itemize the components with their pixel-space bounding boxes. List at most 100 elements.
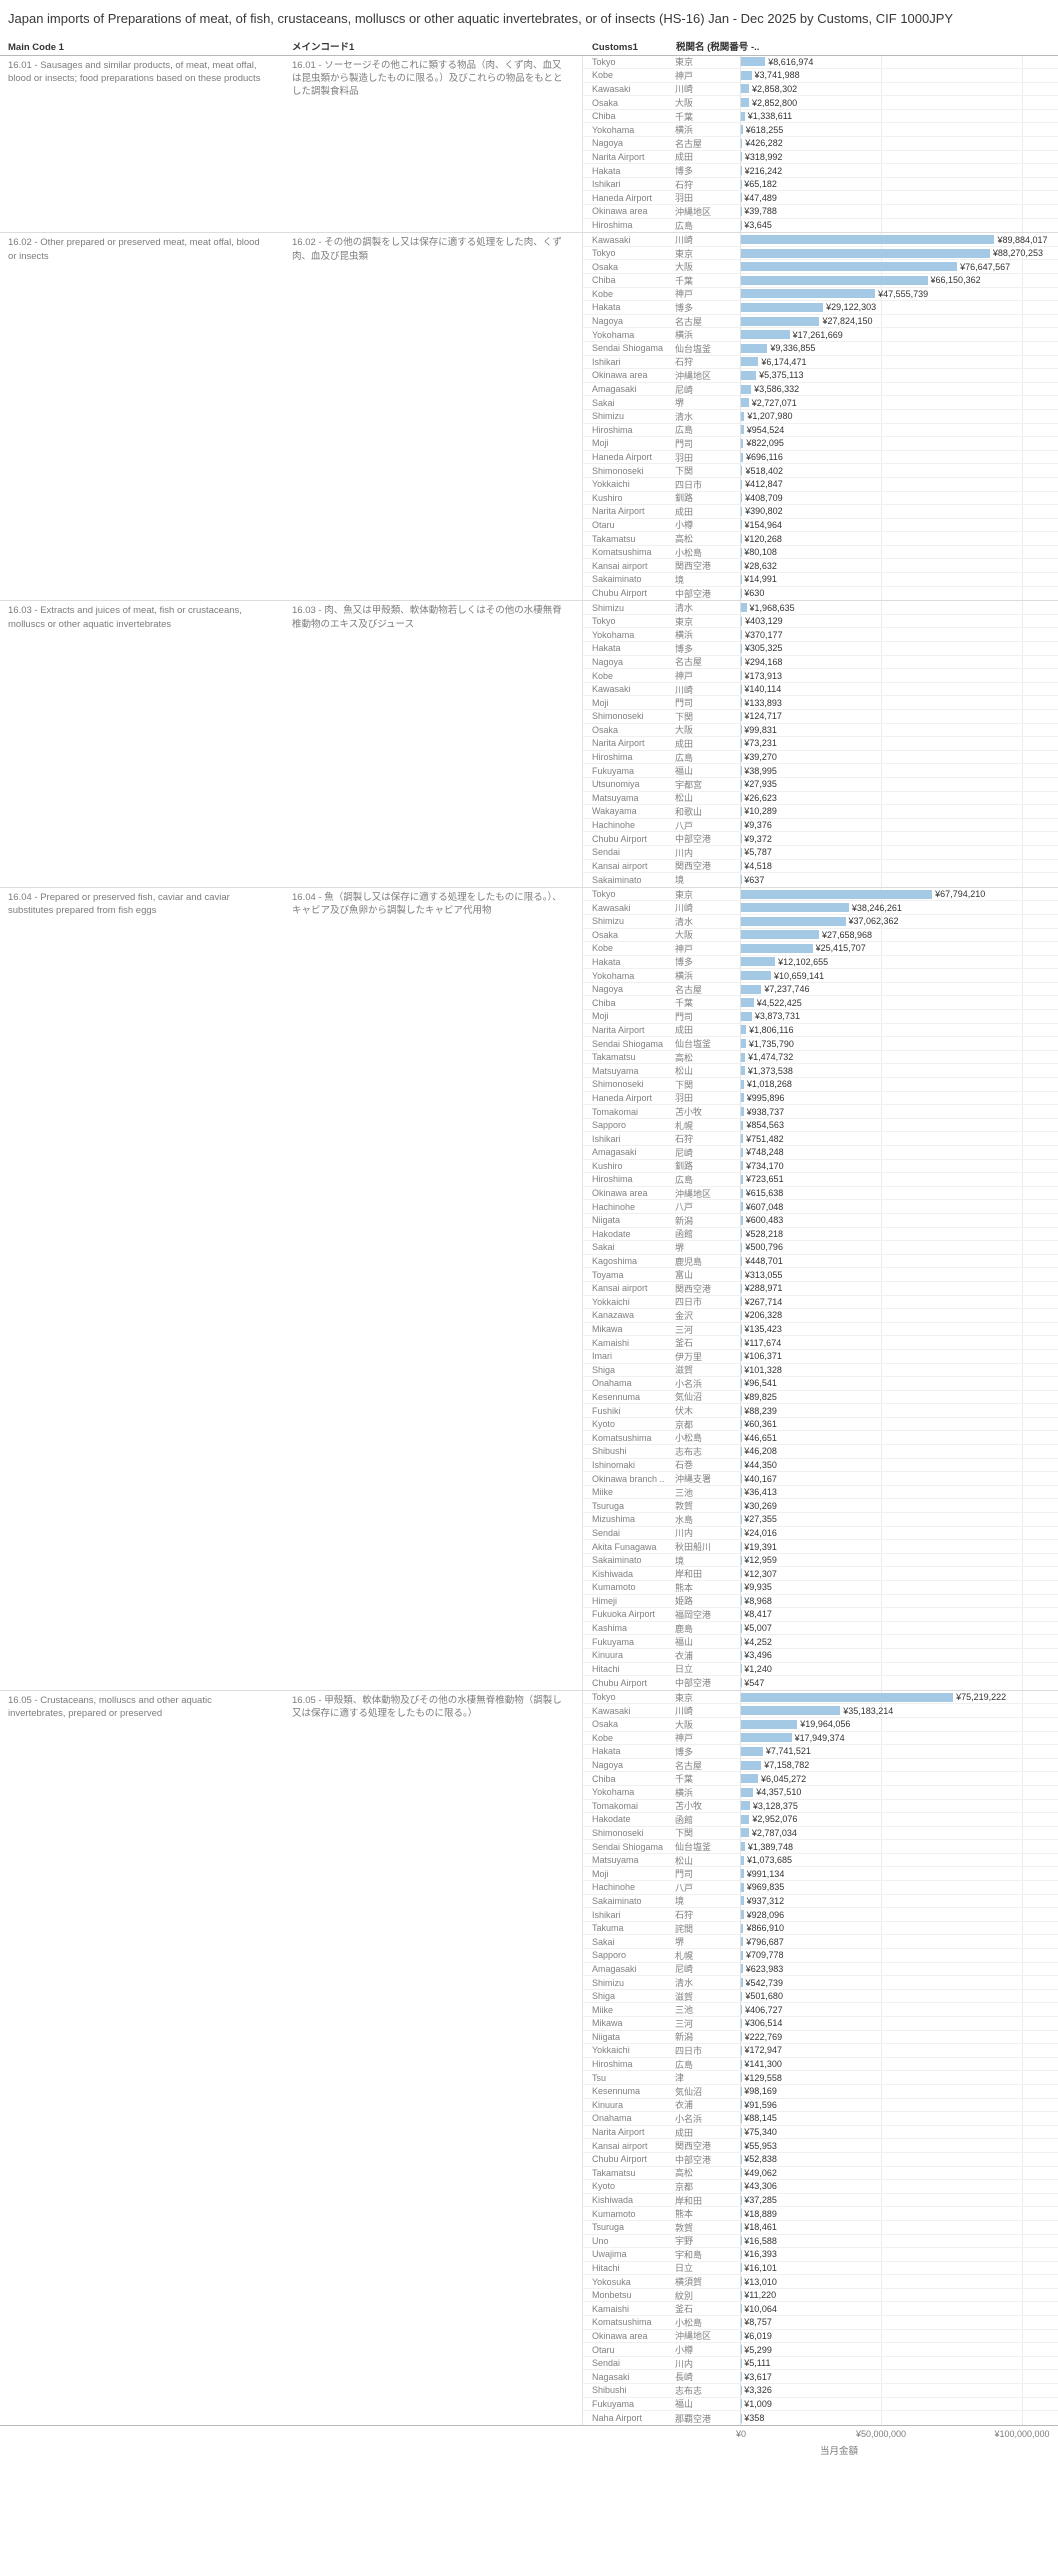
header-main-code-jp[interactable]: メインコード1	[292, 41, 355, 53]
value-bar[interactable]	[741, 998, 754, 1008]
value-bar[interactable]	[741, 1746, 763, 1756]
value-bar[interactable]	[741, 235, 995, 245]
value-bar[interactable]	[741, 1202, 743, 1212]
value-bar[interactable]	[741, 411, 745, 421]
value-bar[interactable]	[741, 248, 990, 258]
value-bar[interactable]	[741, 971, 772, 981]
value-bar[interactable]	[741, 1161, 744, 1171]
value-bar[interactable]	[741, 1079, 744, 1089]
value-bar[interactable]	[741, 1052, 746, 1062]
value-bar[interactable]	[741, 152, 742, 162]
value-bar[interactable]	[741, 398, 749, 408]
value-bar[interactable]	[741, 1039, 746, 1049]
value-bar[interactable]	[741, 616, 743, 626]
value-bar[interactable]	[741, 357, 759, 367]
value-bar[interactable]	[741, 1814, 750, 1824]
value-bar[interactable]	[741, 384, 752, 394]
value-bar[interactable]	[741, 166, 742, 176]
value-bar[interactable]	[741, 1760, 762, 1770]
value-bar[interactable]	[741, 1310, 742, 1320]
value-bar[interactable]	[741, 916, 846, 926]
value-bar[interactable]	[741, 1093, 744, 1103]
value-bar[interactable]	[741, 1896, 744, 1906]
value-bar[interactable]	[741, 1869, 744, 1879]
value-bar[interactable]	[741, 1733, 792, 1743]
value-bar[interactable]	[741, 452, 743, 462]
value-bar[interactable]	[741, 2032, 742, 2042]
value-bar[interactable]	[741, 70, 752, 80]
value-bar[interactable]	[741, 603, 747, 613]
value-bar[interactable]	[741, 125, 743, 135]
bar-cell: ¥18,889	[740, 2207, 1058, 2220]
value-bar[interactable]	[741, 84, 750, 94]
header-main-code-1[interactable]: Main Code 1	[8, 41, 64, 53]
value-bar[interactable]	[741, 957, 776, 967]
value-bar[interactable]	[741, 930, 819, 940]
value-bar[interactable]	[741, 903, 849, 913]
value-bar[interactable]	[741, 657, 742, 667]
value-bar[interactable]	[741, 1910, 744, 1920]
value-bar[interactable]	[741, 1801, 750, 1811]
value-bar[interactable]	[741, 2005, 743, 2015]
value-bar[interactable]	[741, 1991, 743, 2001]
value-bar[interactable]	[741, 943, 813, 953]
value-bar[interactable]	[741, 1950, 743, 1960]
value-bar[interactable]	[741, 1011, 752, 1021]
value-bar[interactable]	[741, 1242, 743, 1252]
value-bar[interactable]	[741, 643, 742, 653]
value-bar[interactable]	[741, 2018, 742, 2028]
value-bar[interactable]	[741, 1107, 744, 1117]
value-bar[interactable]	[741, 275, 928, 285]
value-bar[interactable]	[741, 1215, 743, 1225]
value-bar[interactable]	[741, 1147, 744, 1157]
value-bar[interactable]	[741, 343, 768, 353]
value-bar[interactable]	[741, 425, 744, 435]
value-bar[interactable]	[741, 1978, 743, 1988]
header-customs1[interactable]: Customs1	[592, 41, 638, 53]
value-bar[interactable]	[741, 1787, 754, 1797]
value-bar[interactable]	[741, 1297, 742, 1307]
bar-cell: ¥5,299	[740, 2343, 1058, 2356]
value-bar[interactable]	[741, 1256, 743, 1266]
value-bar[interactable]	[741, 630, 743, 640]
value-bar[interactable]	[741, 1692, 954, 1702]
value-bar[interactable]	[741, 57, 766, 67]
value-bar[interactable]	[741, 1842, 745, 1852]
value-bar[interactable]	[741, 138, 743, 148]
value-bar[interactable]	[741, 1855, 745, 1865]
value-bar[interactable]	[741, 479, 743, 489]
value-bar[interactable]	[741, 1025, 747, 1035]
value-bar[interactable]	[741, 1066, 745, 1076]
value-bar[interactable]	[741, 1229, 743, 1239]
value-bar[interactable]	[741, 1719, 798, 1729]
value-bar[interactable]	[741, 438, 744, 448]
value-label: ¥29,122,303	[826, 302, 877, 313]
value-bar[interactable]	[741, 1882, 744, 1892]
value-bar[interactable]	[741, 111, 745, 121]
value-bar[interactable]	[741, 466, 743, 476]
value-bar[interactable]	[741, 1174, 744, 1184]
value-bar[interactable]	[741, 1188, 743, 1198]
value-bar[interactable]	[741, 1923, 744, 1933]
value-bar[interactable]	[741, 1270, 742, 1280]
value-bar[interactable]	[741, 506, 743, 516]
value-bar[interactable]	[741, 370, 757, 380]
header-customs-name-jp[interactable]: 税関名 (税関番号 -..	[676, 41, 760, 53]
value-bar[interactable]	[741, 1283, 742, 1293]
value-bar[interactable]	[741, 1937, 744, 1947]
value-bar[interactable]	[741, 493, 743, 503]
value-bar[interactable]	[741, 1134, 744, 1144]
value-bar[interactable]	[741, 984, 762, 994]
value-bar[interactable]	[741, 1120, 744, 1130]
value-bar[interactable]	[741, 1774, 759, 1784]
value-bar[interactable]	[741, 889, 933, 899]
value-bar[interactable]	[741, 262, 958, 272]
value-bar[interactable]	[741, 316, 820, 326]
value-bar[interactable]	[741, 1706, 841, 1716]
value-bar[interactable]	[741, 1964, 743, 1974]
value-bar[interactable]	[741, 330, 790, 340]
value-bar[interactable]	[741, 1828, 749, 1838]
value-bar[interactable]	[741, 98, 750, 108]
value-bar[interactable]	[741, 302, 824, 312]
value-bar[interactable]	[741, 289, 876, 299]
